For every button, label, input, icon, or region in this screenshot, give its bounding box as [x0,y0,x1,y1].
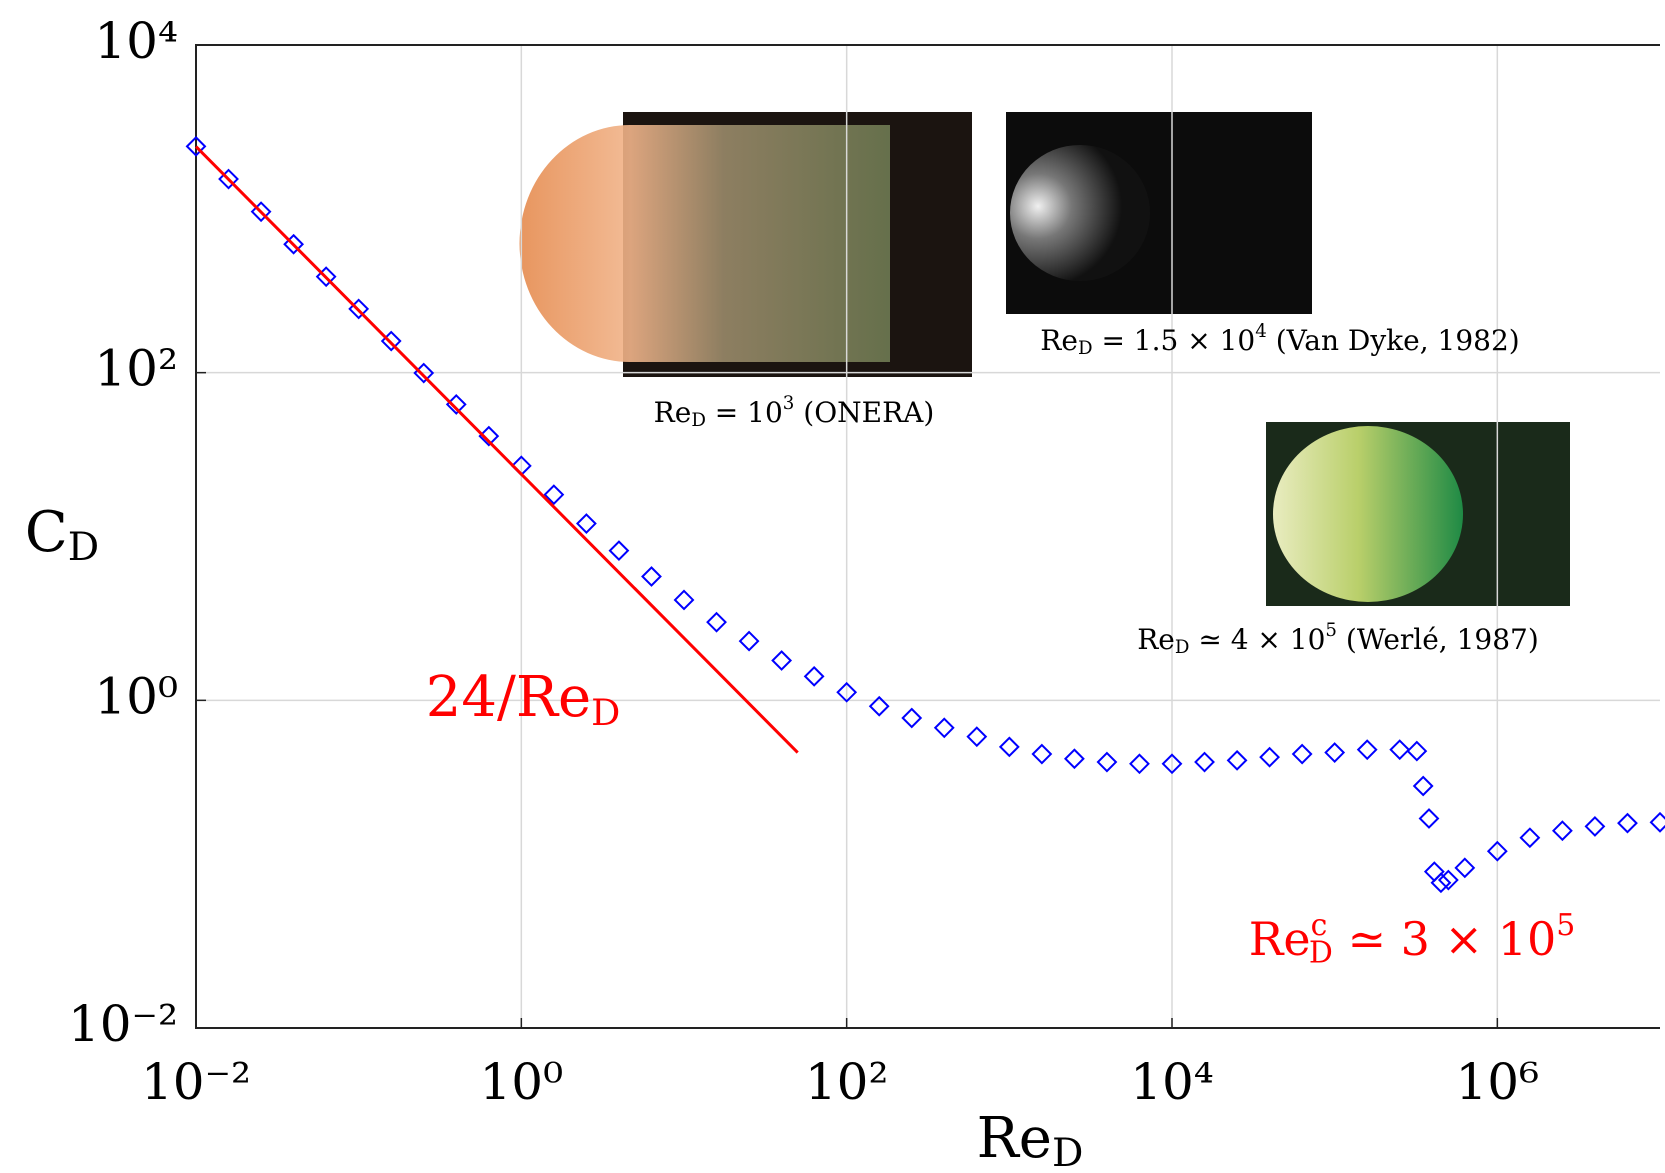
x-tick-label: 10⁴ [1130,1053,1214,1111]
y-tick-label: 10⁴ [94,12,178,70]
photo-shape [1273,426,1463,602]
x-tick-label: 10⁶ [1455,1053,1539,1111]
data-point [610,542,628,560]
y-tick-label: 10⁰ [94,667,178,725]
annotation-part: 24/Re [426,665,591,730]
y-tick-label: 10⁻² [68,995,178,1053]
annotation-part: (ONERA) [794,396,934,429]
annotation-part: = 10 [706,396,783,429]
data-point [1651,813,1665,831]
axis-label-sub: D [1052,1131,1083,1173]
data-point [642,567,660,585]
annotation-part: Re [1249,912,1311,966]
annotation-part: (Werlé, 1987) [1337,623,1539,656]
data-point [1391,741,1409,759]
x-tick-label: 10² [805,1053,889,1111]
data-point [1553,822,1571,840]
data-point [1000,738,1018,756]
photo-shape [1010,145,1150,281]
data-point [675,591,693,609]
data-point [1414,777,1432,795]
data-point [1261,748,1279,766]
axis-label-sub: D [68,525,99,570]
data-point [577,515,595,533]
data-point [1358,741,1376,759]
x-tick-label: 10⁻² [141,1053,251,1111]
y-tick-label: 10² [94,340,178,398]
data-point [773,652,791,670]
data-point [935,719,953,737]
annotation-part: 4 [1255,321,1267,342]
data-point [1033,745,1051,763]
data-point [903,709,921,727]
chart: 10⁻²10⁰10²10⁴10⁶10⁻²10⁰10²10⁴ReDCD24/ReD… [0,0,1665,1173]
annotation-part: ≃ 4 × 10 [1189,623,1325,656]
data-point [1228,751,1246,769]
axis-label-main: Re [977,1106,1052,1171]
annotation: ReD ≃ 4 × 105 (Werlé, 1987) [1137,620,1539,658]
annotation-part: ≃ 3 × 10 [1333,912,1556,966]
data-point [1618,814,1636,832]
x-label: ReD [977,1106,1084,1173]
data-point [805,667,823,685]
annotation-part: 5 [1556,908,1575,943]
annotation-part: Re [654,396,692,429]
annotation: ReD = 1.5 × 104 (Van Dyke, 1982) [1040,321,1519,359]
axis-label-main: C [25,500,68,565]
annotation-part: D [591,691,620,734]
annotation-part: D [1175,637,1190,658]
annotation-part: (Van Dyke, 1982) [1267,324,1520,357]
annotation-part: = 1.5 × 10 [1093,324,1256,357]
annotation-part: 5 [1325,620,1337,641]
photo-shape [520,125,890,362]
data-point [1196,753,1214,771]
annotation: 24/ReD [426,665,621,734]
data-point [1456,859,1474,877]
data-point [1408,742,1426,760]
annotation: ReD = 103 (ONERA) [654,393,935,431]
y-label: CD [25,500,99,571]
data-point [1420,809,1438,827]
data-point [1326,744,1344,762]
data-point [1521,829,1539,847]
photos [520,112,1570,606]
data-point [968,728,986,746]
x-tick-label: 10⁰ [479,1053,563,1111]
annotation-part: Re [1040,324,1078,357]
annotation-part: D [691,410,706,431]
data-point [1130,755,1148,773]
data-point [1586,817,1604,835]
annotation-part: Re [1137,623,1175,656]
annotation-part: D [1078,338,1093,359]
data-point [1098,753,1116,771]
annotation-part: D [1309,936,1333,971]
data-point [708,613,726,631]
data-point [1293,745,1311,763]
annotation-part: 3 [783,393,795,414]
data-point [740,632,758,650]
data-point [1065,750,1083,768]
